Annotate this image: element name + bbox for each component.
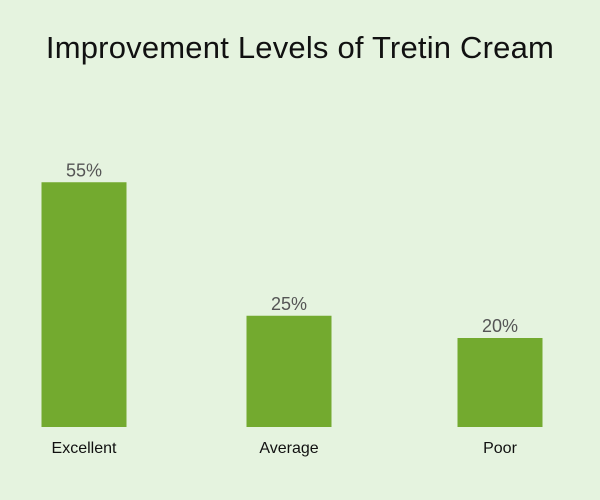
data-label-excellent: 55% [66, 160, 102, 180]
data-label-average: 25% [271, 294, 307, 314]
bar-excellent [41, 182, 127, 427]
data-label-poor: 20% [482, 316, 518, 336]
category-label-excellent: Excellent [52, 440, 117, 457]
bar-average [246, 315, 332, 427]
category-label-average: Average [259, 440, 318, 457]
category-label-poor: Poor [483, 440, 517, 457]
bar-poor [457, 338, 543, 427]
chart-title: Improvement Levels of Tretin Cream [45, 30, 555, 65]
